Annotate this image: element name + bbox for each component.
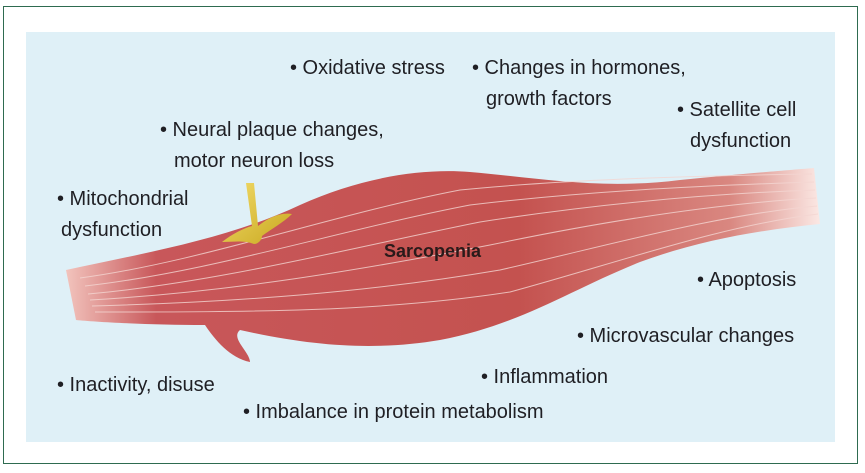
center-label: Sarcopenia: [384, 241, 482, 261]
muscle-fibers: [79, 173, 819, 313]
factor-satellite-cell: • Satellite cell dysfunction: [677, 99, 797, 152]
factor-apoptosis: • Apoptosis: [697, 269, 797, 291]
factor-oxidative-stress: • Oxidative stress: [290, 57, 445, 79]
factor-mitochondrial: • Mitochondrial dysfunction: [57, 188, 189, 241]
factor-inactivity: • Inactivity, disuse: [57, 374, 215, 396]
figure-border: [3, 6, 858, 464]
factor-hormones: • Changes in hormones, growth factors: [472, 57, 686, 110]
factor-neural: • Neural plaque changes, motor neuron los…: [160, 119, 384, 172]
factor-protein-metabolism: • Imbalance in protein metabolism: [243, 401, 544, 423]
nerve-junction: [222, 183, 292, 244]
muscle-body: [66, 168, 820, 362]
factor-microvascular: • Microvascular changes: [577, 325, 795, 347]
factor-inflammation: • Inflammation: [481, 366, 609, 388]
